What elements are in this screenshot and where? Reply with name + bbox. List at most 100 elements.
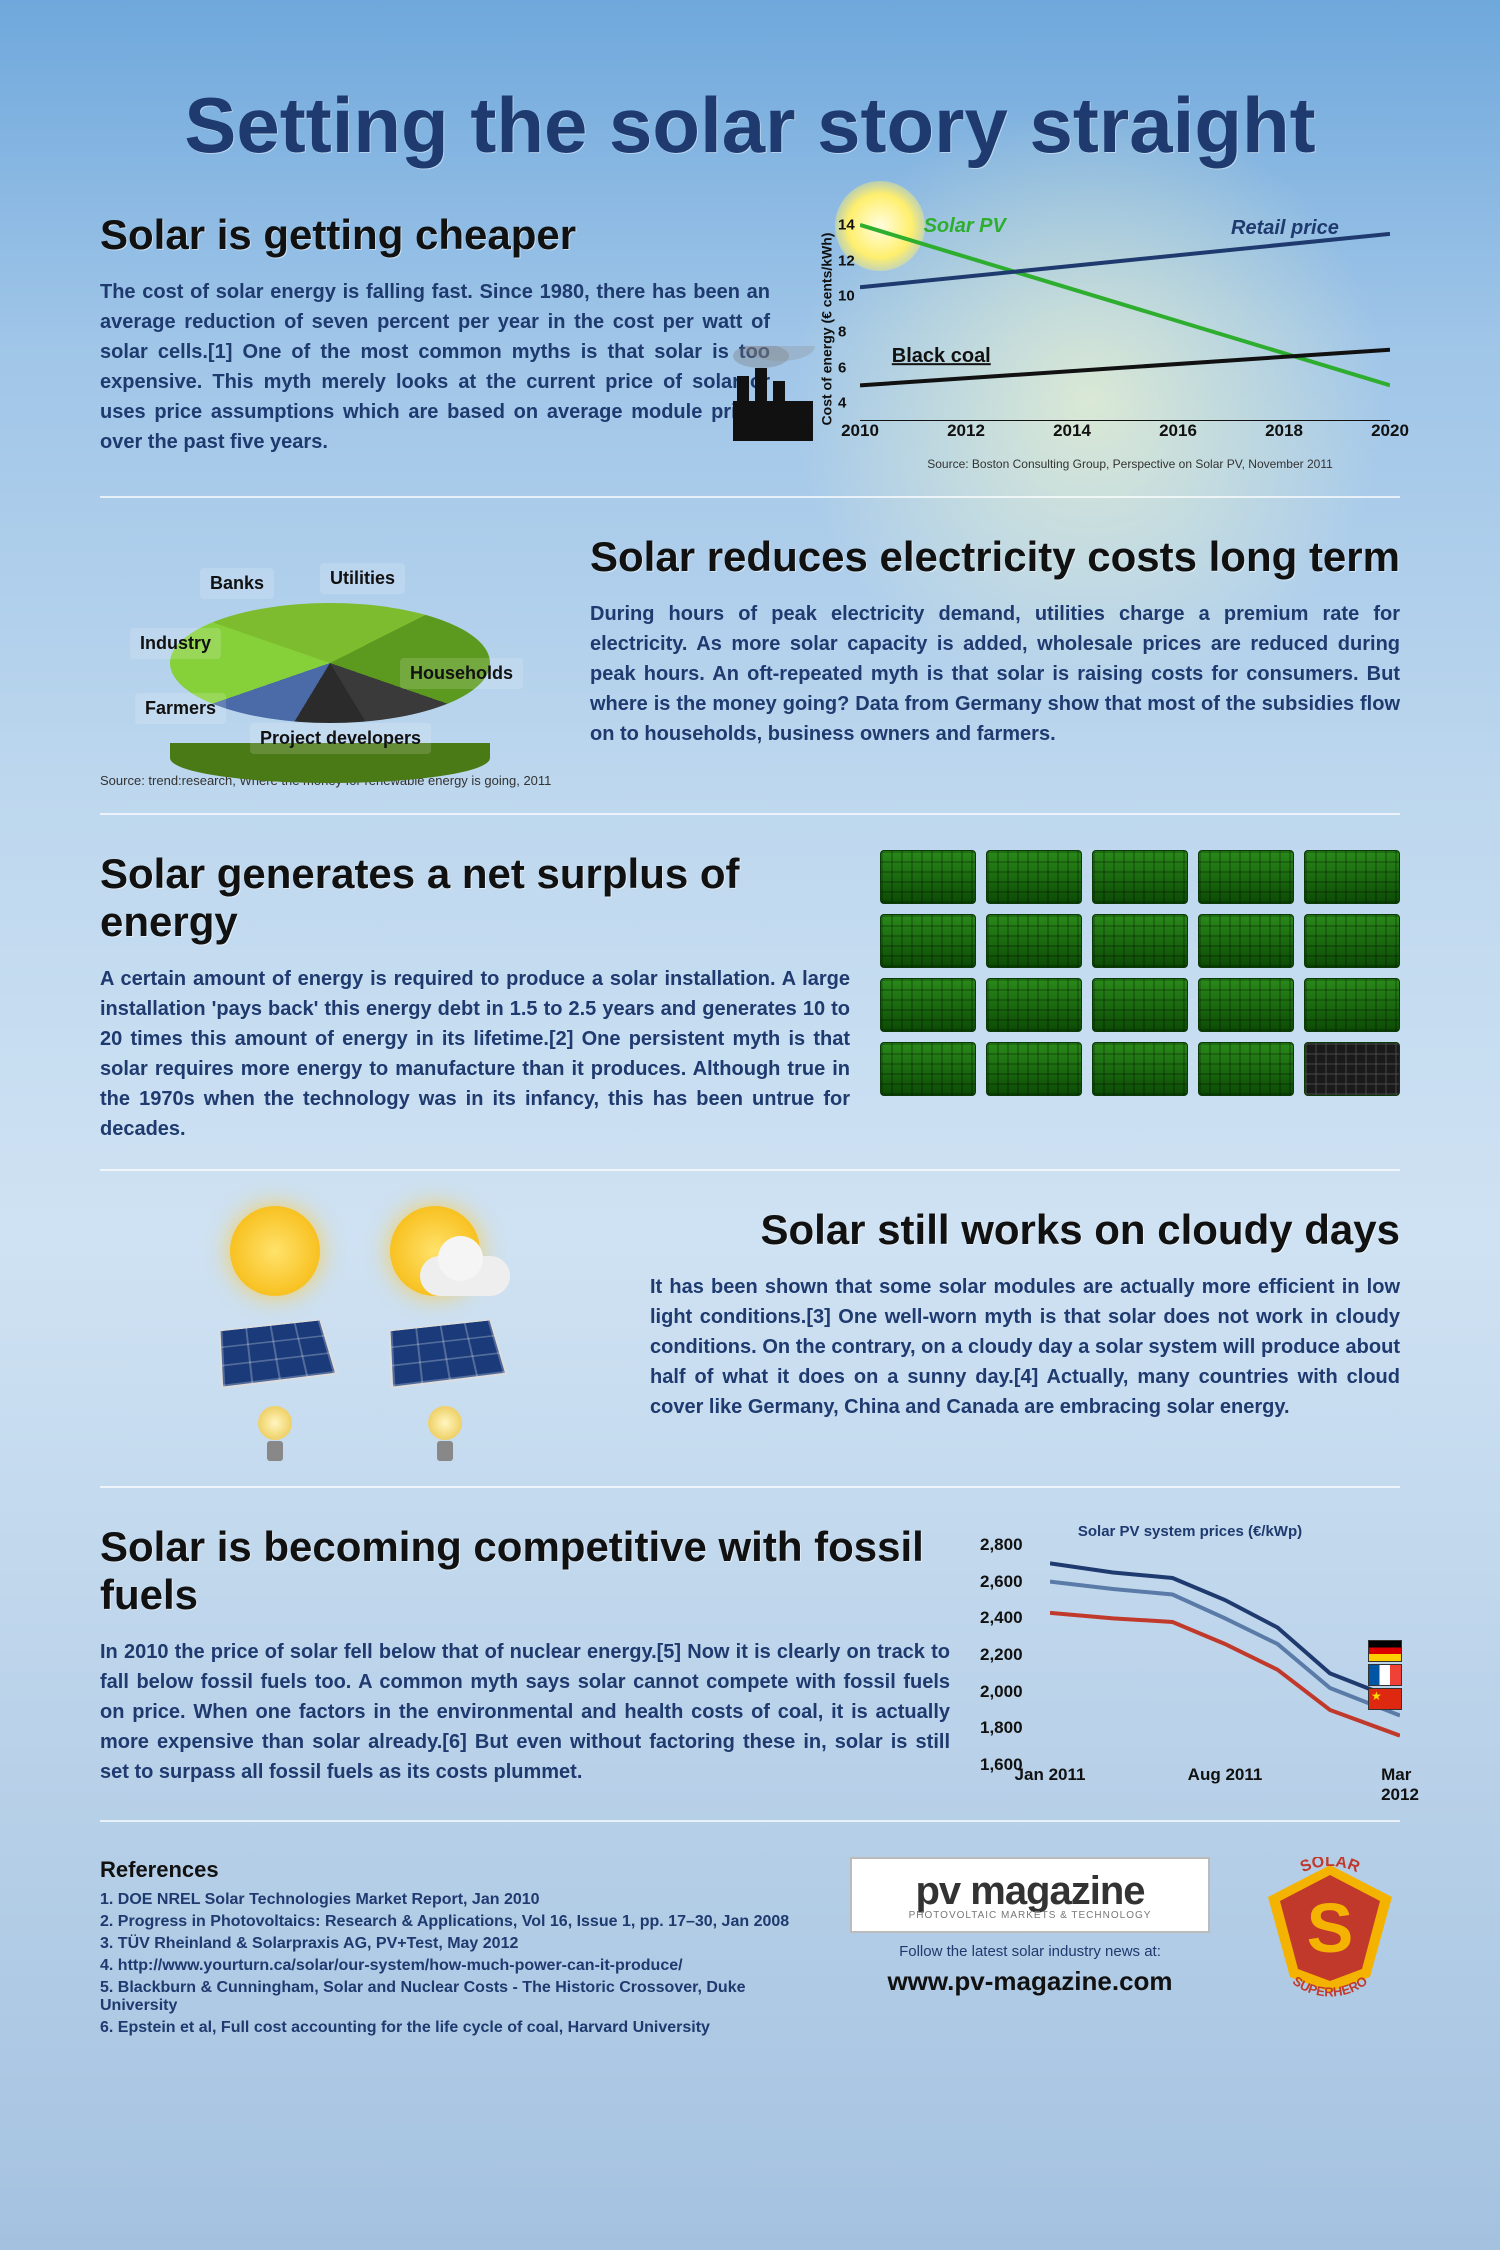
- flag-germany: [1368, 1640, 1402, 1662]
- svg-text:Black coal: Black coal: [892, 345, 991, 367]
- references-block: References 1. DOE NREL Solar Technologie…: [100, 1857, 820, 2041]
- chart2-ytick: 2,400: [980, 1608, 1023, 1628]
- subsidy-pie-chart: Households Farmers Project developers In…: [170, 563, 490, 763]
- section4-body: It has been shown that some solar module…: [650, 1272, 1400, 1422]
- chart1-ytick: 8: [838, 323, 846, 340]
- chart1-ytick: 4: [838, 395, 846, 412]
- panel-cell: [986, 1042, 1082, 1096]
- panel-grid: [880, 850, 1400, 1096]
- section5-body: In 2010 the price of solar fell below th…: [100, 1637, 950, 1787]
- panel-cell: [1092, 1042, 1188, 1096]
- panel-cell: [1304, 914, 1400, 968]
- pie-label-farmers: Farmers: [135, 693, 226, 724]
- panel-cell: [1198, 1042, 1294, 1096]
- panel-cell: [1092, 914, 1188, 968]
- chart2-title: Solar PV system prices (€/kWp): [980, 1523, 1400, 1540]
- flag-legend: ★: [1368, 1640, 1402, 1710]
- references-heading: References: [100, 1857, 820, 1883]
- flag-china: ★: [1368, 1688, 1402, 1710]
- svg-text:S: S: [1307, 1889, 1354, 1967]
- section-surplus: Solar generates a net surplus of energy …: [100, 850, 1400, 1171]
- section-competitive: Solar is becoming competitive with fossi…: [100, 1523, 1400, 1822]
- reference-line: 3. TÜV Rheinland & Solarpraxis AG, PV+Te…: [100, 1935, 820, 1953]
- chart1-xtick: 2010: [841, 421, 879, 441]
- brand-box: pv magazine PHOTOVOLTAIC MARKETS & TECHN…: [850, 1857, 1210, 1933]
- pie-label-utilities: Utilities: [320, 563, 405, 594]
- chart2-ytick: 2,000: [980, 1682, 1023, 1702]
- section-long-term: Households Farmers Project developers In…: [100, 533, 1400, 815]
- footer-row: References 1. DOE NREL Solar Technologie…: [100, 1857, 1400, 2066]
- panel-cell: [880, 1042, 976, 1096]
- section3-body: A certain amount of energy is required t…: [100, 964, 850, 1144]
- bulb-icon: [255, 1406, 295, 1461]
- section5-heading: Solar is becoming competitive with fossi…: [100, 1523, 950, 1619]
- panel-cell: [880, 850, 976, 904]
- flag-france: [1368, 1664, 1402, 1686]
- panel-cell: [1198, 850, 1294, 904]
- chart2-ytick: 2,200: [980, 1645, 1023, 1665]
- brand-tagline: PHOTOVOLTAIC MARKETS & TECHNOLOGY: [870, 1910, 1190, 1921]
- chart1-ylabel: Cost of energy (€ cents/kWh): [818, 233, 834, 426]
- chart1-source: Source: Boston Consulting Group, Perspec…: [860, 457, 1400, 471]
- svg-text:Retail price: Retail price: [1231, 217, 1339, 239]
- panel-cell-dark: [1304, 1042, 1400, 1096]
- solar-panel-icon: [219, 1319, 338, 1389]
- pie-label-banks: Banks: [200, 568, 274, 599]
- pie-label-households: Households: [400, 658, 523, 689]
- panel-cell: [880, 914, 976, 968]
- pie-label-developers: Project developers: [250, 723, 431, 754]
- weather-graphic: [100, 1206, 620, 1461]
- chart1-ytick: 6: [838, 359, 846, 376]
- panel-cell: [986, 978, 1082, 1032]
- chart1-xtick: 2016: [1159, 421, 1197, 441]
- chart2-xtick: Aug 2011: [1188, 1765, 1263, 1795]
- chart1-ytick: 12: [838, 252, 855, 269]
- chart2-svg: [1050, 1545, 1400, 1765]
- section2-body: During hours of peak electricity demand,…: [590, 599, 1400, 749]
- reference-line: 1. DOE NREL Solar Technologies Market Re…: [100, 1891, 820, 1909]
- section1-heading: Solar is getting cheaper: [100, 211, 770, 259]
- reference-line: 5. Blackburn & Cunningham, Solar and Nuc…: [100, 1979, 820, 2015]
- factory-icon: [725, 346, 815, 441]
- panel-cell: [986, 914, 1082, 968]
- section-cloudy: Solar still works on cloudy days It has …: [100, 1206, 1400, 1488]
- chart2-ytick: 2,600: [980, 1572, 1023, 1592]
- chart1-xtick: 2020: [1371, 421, 1409, 441]
- cloud-icon: [420, 1236, 510, 1296]
- panel-cell: [1092, 978, 1188, 1032]
- panel-cell: [1092, 850, 1188, 904]
- reference-line: 2. Progress in Photovoltaics: Research &…: [100, 1913, 820, 1931]
- pie-label-industry: Industry: [130, 628, 221, 659]
- panel-cell: [1304, 850, 1400, 904]
- chart1-xtick: 2012: [947, 421, 985, 441]
- chart1-ytick: 10: [838, 288, 855, 305]
- bulb-icon: [425, 1406, 465, 1461]
- section2-heading: Solar reduces electricity costs long ter…: [590, 533, 1400, 581]
- section-cheaper: Solar is getting cheaper The cost of sol…: [100, 211, 1400, 498]
- panel-cell: [1198, 978, 1294, 1032]
- panel-cell: [986, 850, 1082, 904]
- cost-line-chart: Cost of energy (€ cents/kWh) 4 6 8 10 12 14 2…: [800, 211, 1400, 471]
- svg-text:Solar PV: Solar PV: [924, 216, 1008, 237]
- section3-heading: Solar generates a net surplus of energy: [100, 850, 850, 946]
- panel-cell: [880, 978, 976, 1032]
- brand-name: pv magazine: [870, 1869, 1190, 1914]
- infographic-page: Setting the solar story straight Solar i…: [0, 0, 1500, 2250]
- solar-panel-icon: [389, 1319, 508, 1389]
- chart1-xtick: 2014: [1053, 421, 1091, 441]
- section1-body: The cost of solar energy is falling fast…: [100, 277, 770, 457]
- chart1-xtick: 2018: [1265, 421, 1303, 441]
- panel-cell: [1304, 978, 1400, 1032]
- superhero-badge: S SOLAR SUPERHERO: [1260, 1857, 1400, 1997]
- chart1-ytick: 14: [838, 216, 855, 233]
- chart2-ytick: 2,800: [980, 1535, 1023, 1555]
- price-line-chart: Solar PV system prices (€/kWp) 1,6001,80…: [980, 1523, 1400, 1795]
- chart2-xtick: Mar 2012: [1381, 1765, 1419, 1795]
- page-title: Setting the solar story straight: [100, 80, 1400, 171]
- reference-line: 4. http://www.yourturn.ca/solar/our-syst…: [100, 1957, 820, 1975]
- section4-heading: Solar still works on cloudy days: [650, 1206, 1400, 1254]
- brand-follow: Follow the latest solar industry news at…: [899, 1943, 1161, 1960]
- chart2-ytick: 1,800: [980, 1718, 1023, 1738]
- reference-line: 6. Epstein et al, Full cost accounting f…: [100, 2019, 820, 2037]
- panel-cell: [1198, 914, 1294, 968]
